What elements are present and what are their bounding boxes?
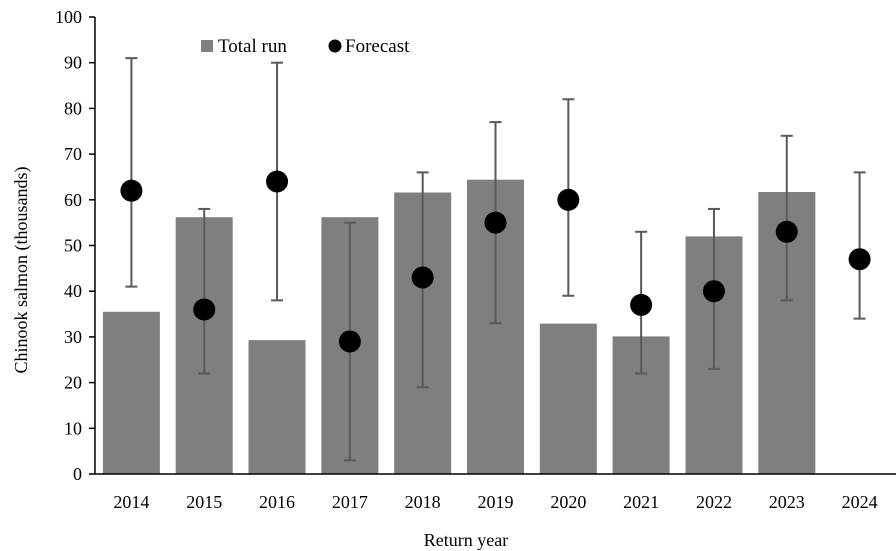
legend-marker-forecast (328, 39, 342, 53)
y-tick-label-90: 90 (64, 53, 82, 73)
forecast-point-2015 (193, 298, 216, 321)
y-tick-label-20: 20 (64, 373, 82, 393)
legend-label-forecast: Forecast (345, 36, 410, 57)
x-tick-label-2015: 2015 (186, 492, 222, 512)
forecast-point-2017 (338, 330, 361, 353)
y-tick-label-80: 80 (64, 98, 82, 118)
x-tick-label-2014: 2014 (113, 492, 149, 512)
forecast-point-2023 (775, 220, 798, 243)
x-tick-label-2017: 2017 (332, 492, 368, 512)
bar-total-run-2020 (539, 323, 597, 474)
y-tick-label-70: 70 (64, 144, 82, 164)
x-tick-label-2016: 2016 (259, 492, 295, 512)
forecast-point-2019 (484, 211, 507, 234)
y-tick-label-100: 100 (55, 7, 82, 27)
y-axis-title: Chinook salmon (thousands) (11, 167, 32, 374)
y-tick-label-60: 60 (64, 190, 82, 210)
legend-label-total-run: Total run (218, 36, 287, 57)
y-tick-label-30: 30 (64, 327, 82, 347)
bars-layer (102, 179, 816, 474)
x-tick-label-2018: 2018 (405, 492, 441, 512)
x-axis-title: Return year (424, 530, 508, 550)
forecast-point-2022 (702, 280, 725, 303)
y-tick-label-40: 40 (64, 281, 82, 301)
legend: Total run Forecast (201, 36, 410, 57)
forecast-point-2021 (630, 293, 653, 316)
x-tick-label-2024: 2024 (842, 492, 878, 512)
forecast-point-2020 (557, 188, 580, 211)
y-ticks: 0 10 20 30 40 50 60 70 80 90 100 (55, 7, 95, 484)
y-tick-label-50: 50 (64, 236, 82, 256)
bar-total-run-2014 (102, 311, 160, 474)
forecast-point-2024 (848, 248, 871, 271)
forecast-point-2016 (266, 170, 289, 193)
x-tick-label-2023: 2023 (769, 492, 805, 512)
forecast-point-2014 (120, 179, 143, 202)
x-tick-label-2020: 2020 (550, 492, 586, 512)
x-tick-label-2022: 2022 (696, 492, 732, 512)
x-tick-label-2021: 2021 (623, 492, 659, 512)
legend-swatch-total-run (201, 40, 213, 52)
forecast-points-layer (120, 170, 871, 353)
bar-total-run-2016 (248, 340, 306, 474)
x-tick-label-2019: 2019 (478, 492, 514, 512)
y-tick-label-0: 0 (73, 464, 82, 484)
y-tick-label-10: 10 (64, 418, 82, 438)
forecast-point-2018 (411, 266, 434, 289)
x-ticks: 2014 2015 2016 2017 2018 2019 2020 2021 2022 2023… (113, 492, 877, 512)
